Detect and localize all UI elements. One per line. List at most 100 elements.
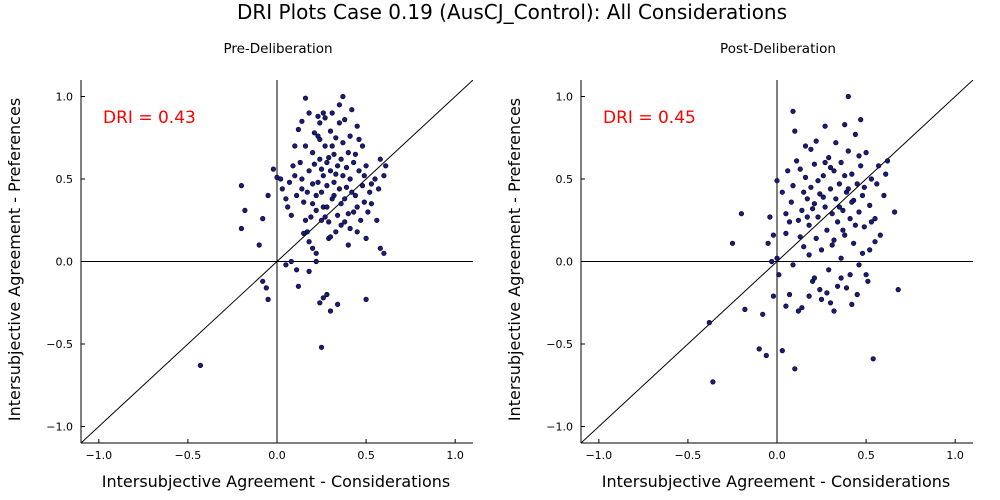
y-tick-label: −1.0 <box>546 421 573 434</box>
scatter-point <box>352 151 359 157</box>
scatter-point <box>822 159 828 166</box>
scatter-point <box>311 130 318 136</box>
scatter-point <box>338 222 344 228</box>
scatter-point <box>383 163 389 169</box>
scatter-point <box>306 110 312 116</box>
scatter-point <box>292 173 298 179</box>
scatter-point <box>874 181 880 187</box>
scatter-point <box>845 148 851 154</box>
scatter-point <box>372 176 378 182</box>
scatter-point <box>336 102 343 108</box>
scatter-point <box>808 184 814 190</box>
scatter-point <box>256 242 262 248</box>
x-tick-label: 1.0 <box>946 449 964 462</box>
scatter-point <box>829 211 835 217</box>
scatter-point <box>313 250 319 256</box>
scatter-point <box>354 229 360 235</box>
y-tick-label: 0.0 <box>556 256 574 269</box>
scatter-point <box>356 168 362 174</box>
scatter-point <box>840 207 846 213</box>
scatter-point <box>824 227 830 233</box>
scatter-point <box>822 204 828 210</box>
scatter-point <box>358 217 364 223</box>
scatter-point <box>811 275 818 281</box>
scatter-point <box>294 192 300 199</box>
scatter-point <box>854 181 860 187</box>
scatter-point <box>238 183 244 189</box>
y-tick-label: −1.0 <box>46 421 73 434</box>
scatter-point <box>302 143 309 149</box>
scatter-point <box>351 159 357 166</box>
scatter-point <box>827 164 834 171</box>
scatter-point <box>283 262 289 268</box>
scatter-point <box>856 153 862 159</box>
scatter-point <box>820 194 826 200</box>
scatter-point <box>297 159 303 166</box>
scatter-point <box>826 267 832 273</box>
scatter-point <box>861 224 867 230</box>
scatter-point <box>804 214 810 220</box>
x-tick-label: 0.5 <box>857 449 875 462</box>
scatter-point <box>343 184 350 190</box>
scatter-point <box>318 344 325 350</box>
scatter-point <box>895 287 901 293</box>
scatter-point <box>367 189 373 195</box>
scatter-point <box>343 164 350 171</box>
scatter-point <box>767 214 773 220</box>
scatter-point <box>840 227 846 233</box>
scatter-point <box>872 216 878 222</box>
scatter-point <box>288 258 294 265</box>
scatter-point <box>813 138 819 144</box>
x-axis-label: Intersubjective Agreement - Consideratio… <box>102 472 450 491</box>
scatter-point <box>349 189 355 195</box>
scatter-point <box>808 146 814 152</box>
scatter-point <box>290 163 296 169</box>
scatter-point <box>706 320 712 326</box>
scatter-point <box>363 296 369 303</box>
scatter-point <box>831 237 837 243</box>
scatter-point <box>868 176 875 182</box>
x-tick-label: −0.5 <box>175 449 202 462</box>
scatter-point <box>877 232 883 238</box>
scatter-point <box>315 113 321 119</box>
scatter-point <box>826 155 832 161</box>
scatter-point <box>801 244 807 250</box>
scatter-point <box>797 234 803 240</box>
scatter-point <box>320 173 326 179</box>
scatter-point <box>335 212 341 218</box>
scatter-point <box>345 150 351 156</box>
scatter-point <box>327 308 334 314</box>
scatter-point <box>333 229 339 235</box>
scatter-point <box>865 278 871 284</box>
scatter-point <box>322 214 328 220</box>
scatter-point <box>306 239 312 245</box>
scatter-point <box>854 291 860 298</box>
scatter-point <box>804 196 810 202</box>
scatter-point <box>811 201 818 207</box>
scatter-point <box>852 131 859 137</box>
subplot-title: Post-Deliberation <box>720 41 836 57</box>
scatter-point <box>359 183 366 189</box>
scatter-point <box>770 232 777 238</box>
scatter-point <box>872 239 878 245</box>
scatter-point <box>849 171 855 177</box>
scatter-point <box>774 255 780 261</box>
scatter-point <box>310 201 316 207</box>
scatter-point <box>299 118 305 124</box>
scatter-point <box>359 143 366 149</box>
x-tick-label: 0.0 <box>768 449 786 462</box>
scatter-point <box>867 247 873 253</box>
scatter-point <box>342 196 348 202</box>
scatter-point <box>799 305 805 311</box>
x-tick-label: 0.0 <box>268 449 286 462</box>
scatter-point <box>710 379 716 385</box>
scatter-point <box>376 186 382 192</box>
scatter-point <box>301 199 307 205</box>
scatter-point <box>294 267 300 273</box>
scatter-point <box>324 291 330 298</box>
scatter-point <box>283 196 289 202</box>
x-tick-label: −1.0 <box>85 449 112 462</box>
scatter-point <box>313 258 319 265</box>
